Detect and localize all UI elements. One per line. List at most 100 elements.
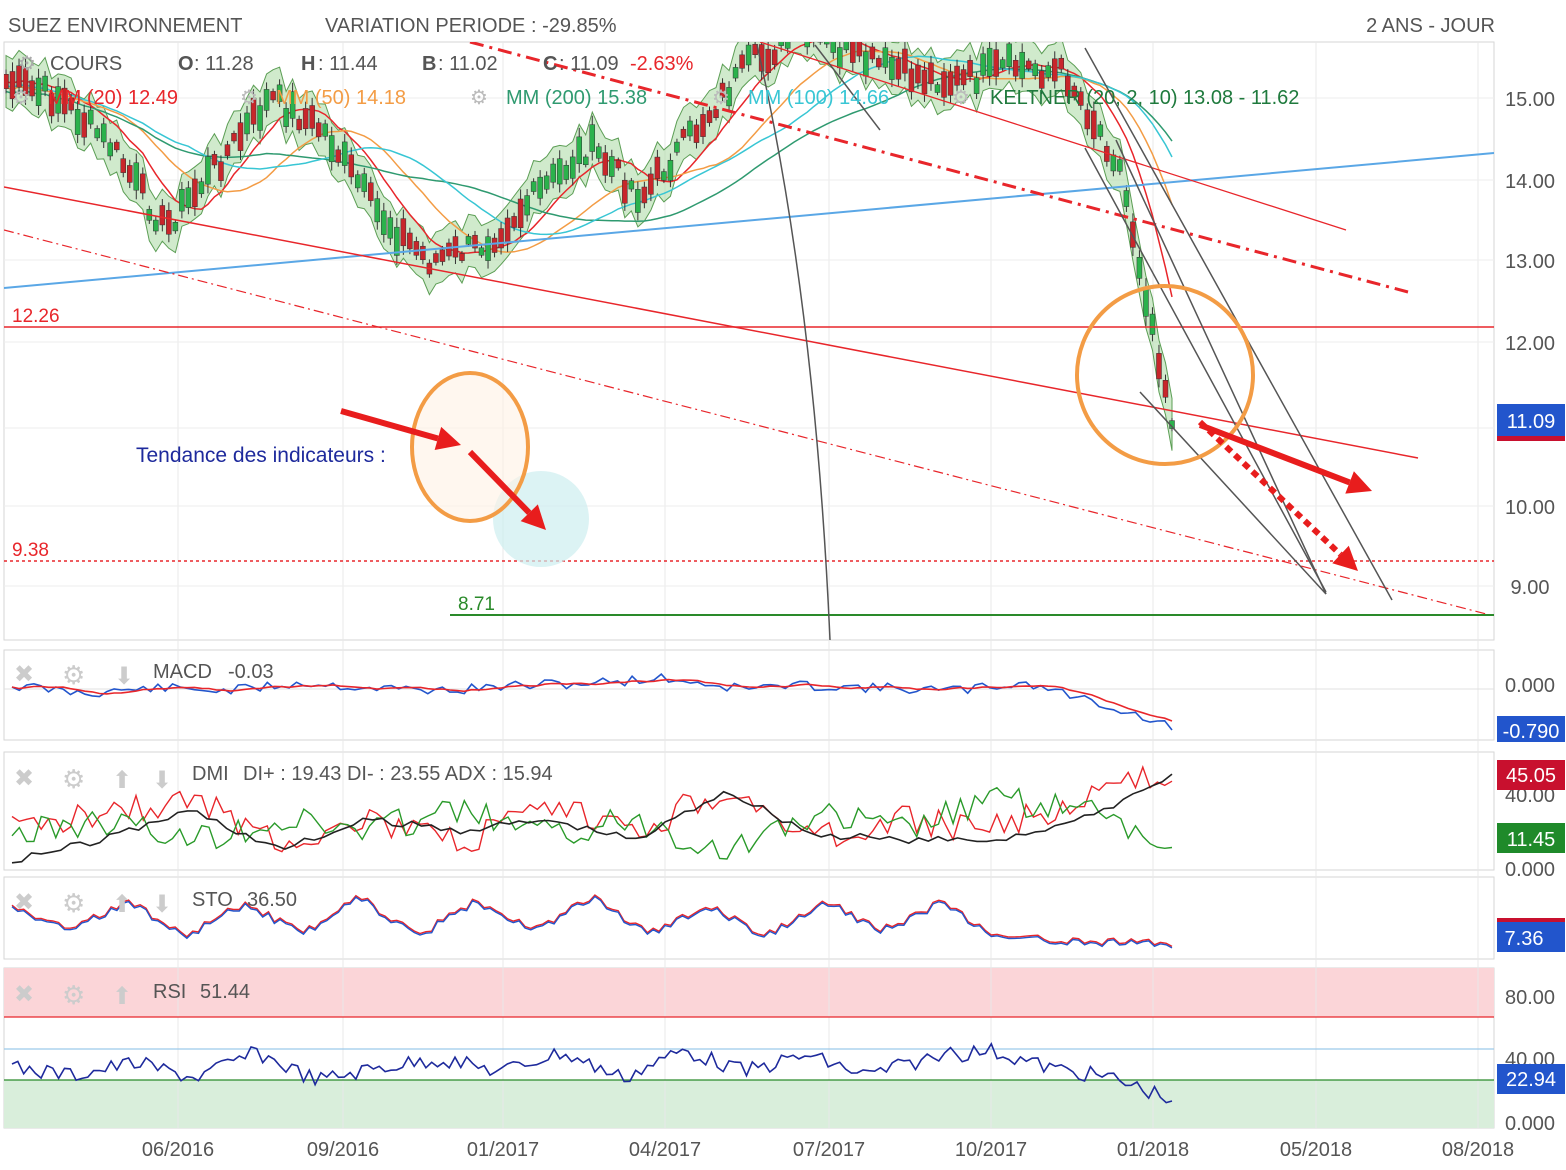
mm100-label: MM (100) 14.66 bbox=[748, 87, 889, 109]
arrow-down-icon[interactable]: ⬇ bbox=[152, 891, 172, 918]
candle bbox=[1123, 190, 1130, 207]
close-icon[interactable]: ✖ bbox=[14, 765, 34, 792]
candle bbox=[237, 122, 244, 151]
dmi-green-value: 11.45 bbox=[1507, 829, 1556, 851]
candle bbox=[765, 48, 771, 74]
gear-icon[interactable]: ⚙ bbox=[240, 87, 258, 109]
keltner-label: KELTNER (20, 2, 10) 13.08 - 11.62 bbox=[990, 87, 1299, 109]
dmi-header: ✖ ⚙ ⬆ ⬇ DMI DI+ : 19.43 DI- : 23.55 ADX … bbox=[14, 763, 553, 794]
sto-value: 36.50 bbox=[247, 889, 297, 911]
close-icon[interactable]: ✖ bbox=[14, 661, 34, 688]
candle bbox=[999, 59, 1006, 69]
mm200-label: MM (200) 15.38 bbox=[506, 87, 647, 109]
candle bbox=[667, 159, 674, 181]
sto-label: STO bbox=[192, 889, 233, 911]
candle bbox=[368, 182, 374, 201]
candle bbox=[960, 69, 967, 86]
candle bbox=[48, 93, 55, 117]
sto-current-value: 7.36 bbox=[1505, 928, 1544, 950]
candle bbox=[198, 181, 205, 195]
candle bbox=[276, 84, 283, 102]
arrow-down-icon[interactable]: ⬇ bbox=[152, 767, 172, 794]
current-price-badge bbox=[1497, 404, 1565, 436]
candle bbox=[1149, 313, 1156, 335]
close-icon[interactable]: ✖ bbox=[14, 889, 34, 916]
red-arrow-head bbox=[1345, 471, 1372, 494]
dmi-red-badge bbox=[1497, 760, 1565, 790]
gear-icon[interactable]: ⚙ bbox=[62, 980, 85, 1010]
candle bbox=[328, 135, 335, 163]
close-icon[interactable]: ✖ bbox=[14, 981, 34, 1008]
candle bbox=[205, 156, 211, 185]
candle bbox=[850, 42, 856, 63]
gear-icon[interactable]: ⚙ bbox=[12, 87, 30, 109]
candle bbox=[348, 154, 354, 178]
candle bbox=[465, 236, 472, 245]
candle bbox=[556, 158, 563, 185]
close-change: -2.63% bbox=[630, 53, 694, 75]
gear-icon[interactable]: ⚙ bbox=[952, 87, 970, 109]
rsi-current-badge bbox=[1497, 1064, 1565, 1094]
candle bbox=[1136, 256, 1143, 279]
arrow-down-icon[interactable]: ⬇ bbox=[114, 663, 134, 690]
price-tick: 12.00 bbox=[1505, 333, 1555, 355]
candle bbox=[446, 242, 452, 257]
dmi-panel bbox=[3, 751, 1495, 871]
rsi-plot bbox=[4, 1016, 1494, 1104]
candle bbox=[61, 87, 68, 115]
candle bbox=[283, 108, 289, 127]
candle bbox=[289, 91, 296, 119]
candle bbox=[674, 141, 680, 153]
fan-line bbox=[1115, 139, 1327, 595]
candle bbox=[856, 42, 863, 57]
x-tick: 09/2016 bbox=[307, 1139, 379, 1161]
ohlc-legend: ⚙ COURS O : 11.28 H : 11.44 B : 11.02 C … bbox=[18, 53, 694, 75]
candle bbox=[615, 159, 622, 169]
period-variation: VARIATION PERIODE : -29.85% bbox=[325, 15, 617, 37]
candle bbox=[739, 54, 745, 69]
red-channel-dashdot bbox=[4, 229, 1494, 617]
candle bbox=[185, 187, 192, 208]
candle bbox=[811, 17, 816, 40]
arrow-up-icon[interactable]: ⬆ bbox=[112, 767, 132, 794]
di-plus-line bbox=[11, 765, 1173, 853]
candle bbox=[1097, 124, 1104, 137]
candle bbox=[798, 19, 803, 36]
macd-plot bbox=[4, 673, 1494, 731]
gear-icon[interactable]: ⚙ bbox=[62, 888, 85, 918]
gear-icon[interactable]: ⚙ bbox=[18, 53, 36, 75]
candle bbox=[381, 210, 387, 235]
low-key: B bbox=[422, 53, 436, 75]
candle bbox=[628, 180, 635, 190]
candle bbox=[113, 141, 120, 151]
red-resistance-dashdot bbox=[469, 42, 1409, 294]
candle bbox=[504, 217, 511, 244]
price-plot bbox=[4, 17, 1494, 640]
level-9-38-label: 9.38 bbox=[12, 540, 49, 561]
red-arrow-head bbox=[520, 504, 546, 530]
candle bbox=[120, 158, 127, 173]
gear-icon[interactable]: ⚙ bbox=[62, 660, 85, 690]
candle bbox=[700, 114, 706, 137]
arrow-up-icon[interactable]: ⬆ bbox=[112, 891, 132, 918]
candle bbox=[986, 47, 993, 77]
candle bbox=[459, 253, 465, 261]
candle bbox=[1012, 60, 1019, 77]
dmi-values: DI+ : 19.43 DI- : 23.55 ADX : 15.94 bbox=[243, 763, 553, 785]
candle bbox=[947, 71, 954, 96]
candle bbox=[876, 57, 882, 68]
rsi-header: ✖ ⚙ ⬆ RSI 51.44 bbox=[14, 980, 250, 1010]
candle bbox=[387, 217, 394, 239]
candle bbox=[485, 236, 491, 261]
x-tick: 07/2017 bbox=[793, 1139, 865, 1161]
arrow-up-icon[interactable]: ⬆ bbox=[112, 983, 132, 1010]
candle bbox=[784, 42, 791, 49]
candle bbox=[400, 218, 407, 247]
candle bbox=[993, 49, 999, 77]
candle bbox=[830, 42, 837, 53]
gear-icon[interactable]: ⚙ bbox=[470, 87, 488, 109]
gear-icon[interactable]: ⚙ bbox=[62, 764, 85, 794]
gear-icon[interactable]: ⚙ bbox=[712, 87, 730, 109]
candle bbox=[472, 234, 478, 249]
